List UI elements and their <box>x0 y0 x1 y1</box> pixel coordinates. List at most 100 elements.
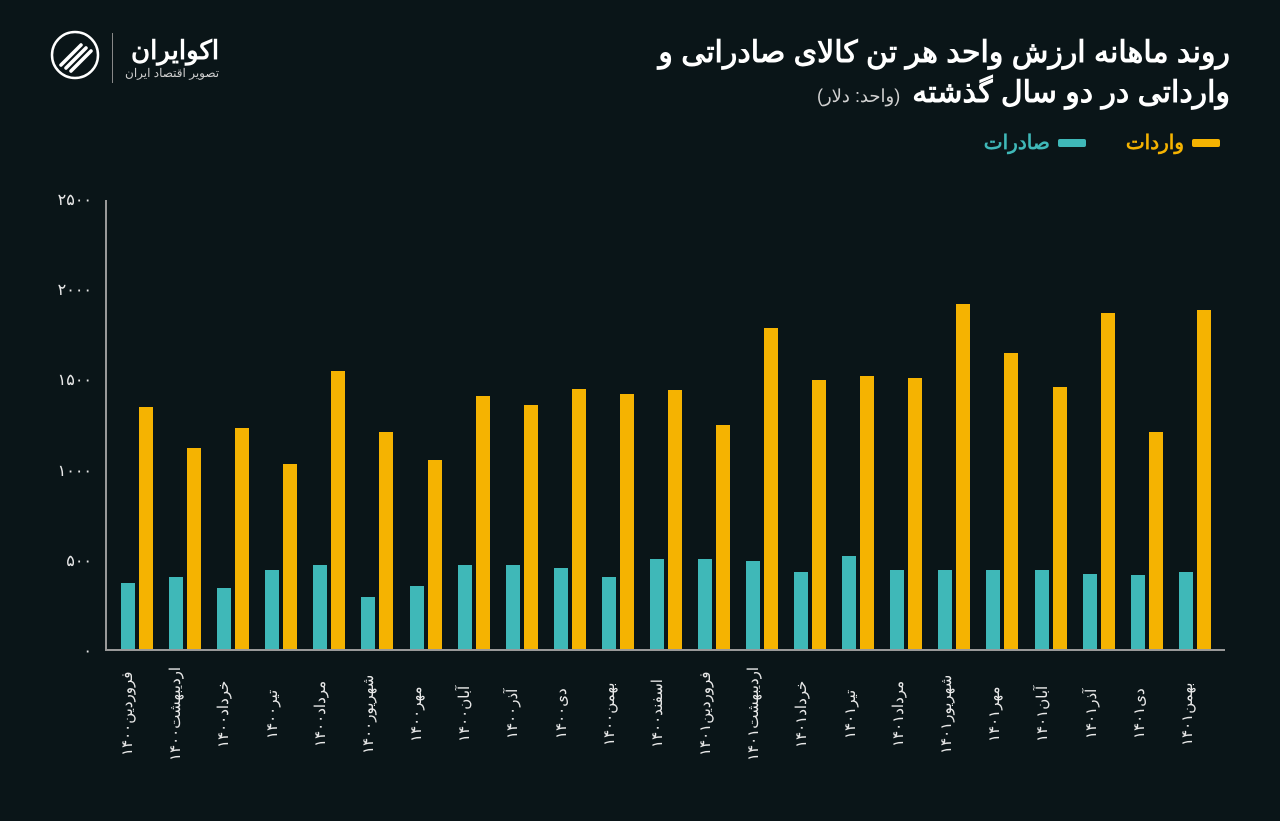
y-tick: ۱۰۰۰ <box>58 461 92 481</box>
bar-group <box>986 200 1018 649</box>
bar-imports <box>908 378 922 649</box>
y-tick: ۲۵۰۰ <box>58 190 92 210</box>
plot-area <box>105 200 1225 651</box>
y-axis: ۰۵۰۰۱۰۰۰۱۵۰۰۲۰۰۰۲۵۰۰ <box>50 200 100 651</box>
bar-group <box>169 200 201 649</box>
bar-imports <box>476 396 490 649</box>
chart: ۰۵۰۰۱۰۰۰۱۵۰۰۲۰۰۰۲۵۰۰ فروردین۱۴۰۰اردیبهشت… <box>50 200 1225 781</box>
x-label: تیر۱۴۰۱ <box>842 653 874 781</box>
x-label: فروردین۱۴۰۰ <box>119 653 151 781</box>
bar-exports <box>890 570 904 649</box>
bar-group <box>746 200 778 649</box>
bar-exports <box>265 570 279 649</box>
bar-exports <box>217 588 231 649</box>
header: روند ماهانه ارزش واحد هر تن کالای صادرات… <box>0 0 1280 110</box>
bar-imports <box>428 460 442 649</box>
x-label: بهمن۱۴۰۱ <box>1179 653 1211 781</box>
brand-sub: تصویر اقتصاد ایران <box>125 66 219 80</box>
bar-exports <box>938 570 952 649</box>
title-block: روند ماهانه ارزش واحد هر تن کالای صادرات… <box>219 30 1230 110</box>
bar-exports <box>554 568 568 649</box>
x-label: بهمن۱۴۰۰ <box>601 653 633 781</box>
y-tick: ۲۰۰۰ <box>58 280 92 300</box>
bar-group <box>410 200 442 649</box>
x-label: اردیبهشت۱۴۰۰ <box>167 653 199 781</box>
legend-swatch-imports <box>1192 139 1220 147</box>
bar-imports <box>1149 432 1163 649</box>
bar-group <box>121 200 153 649</box>
bar-imports <box>572 389 586 649</box>
bar-exports <box>361 597 375 649</box>
bar-imports <box>187 448 201 649</box>
bar-exports <box>1035 570 1049 649</box>
x-label: خرداد۱۴۰۰ <box>215 653 247 781</box>
bar-group <box>361 200 393 649</box>
bar-exports <box>986 570 1000 649</box>
x-label: مرداد۱۴۰۰ <box>312 653 344 781</box>
bar-group <box>1035 200 1067 649</box>
y-tick: ۵۰۰ <box>66 551 92 571</box>
brand-icon <box>50 30 100 85</box>
x-label: آبان۱۴۰۰ <box>456 653 488 781</box>
bar-group <box>1131 200 1163 649</box>
x-label: خرداد۱۴۰۱ <box>793 653 825 781</box>
bar-exports <box>410 586 424 649</box>
bar-group <box>458 200 490 649</box>
legend-swatch-exports <box>1058 139 1086 147</box>
bar-group <box>1083 200 1115 649</box>
brand-logo: اکوایران تصویر اقتصاد ایران <box>50 30 219 85</box>
bar-exports <box>313 565 327 649</box>
bar-group <box>265 200 297 649</box>
legend: واردات صادرات <box>0 110 1280 165</box>
bars-container <box>107 200 1225 649</box>
bar-exports <box>698 559 712 649</box>
bar-imports <box>620 394 634 649</box>
x-label: اردیبهشت۱۴۰۱ <box>745 653 777 781</box>
x-label: تیر۱۴۰۰ <box>264 653 296 781</box>
bar-imports <box>139 407 153 649</box>
x-label: مهر۱۴۰۰ <box>408 653 440 781</box>
bar-imports <box>716 425 730 650</box>
legend-label-exports: صادرات <box>984 130 1050 155</box>
bar-group <box>938 200 970 649</box>
x-label: شهریور۱۴۰۰ <box>360 653 392 781</box>
bar-exports <box>794 572 808 649</box>
bar-exports <box>602 577 616 649</box>
bar-imports <box>1101 313 1115 649</box>
bar-imports <box>331 371 345 649</box>
bar-group <box>313 200 345 649</box>
x-label: شهریور۱۴۰۱ <box>938 653 970 781</box>
bar-group <box>217 200 249 649</box>
legend-label-imports: واردات <box>1126 130 1184 155</box>
brand-name: اکوایران <box>125 35 219 66</box>
bar-group <box>554 200 586 649</box>
bar-exports <box>842 556 856 649</box>
bar-group <box>794 200 826 649</box>
bar-imports <box>1053 387 1067 649</box>
bar-exports <box>506 565 520 649</box>
bar-group <box>842 200 874 649</box>
x-label: اسفند۱۴۰۰ <box>649 653 681 781</box>
y-tick: ۱۵۰۰ <box>58 370 92 390</box>
bar-imports <box>524 405 538 649</box>
legend-exports: صادرات <box>984 130 1086 155</box>
y-tick: ۰ <box>83 641 92 661</box>
x-axis: فروردین۱۴۰۰ اردیبهشت۱۴۰۰ خرداد۱۴۰۰ تیر۱۴۰۰ م… <box>105 653 1225 781</box>
x-label: آبان۱۴۰۱ <box>1034 653 1066 781</box>
x-label: مهر۱۴۰۱ <box>986 653 1018 781</box>
bar-exports <box>1083 574 1097 649</box>
bar-imports <box>379 432 393 649</box>
bar-group <box>698 200 730 649</box>
bar-imports <box>956 304 970 649</box>
bar-imports <box>668 390 682 649</box>
x-label: مرداد۱۴۰۱ <box>890 653 922 781</box>
bar-exports <box>746 561 760 649</box>
bar-group <box>1179 200 1211 649</box>
bar-imports <box>1197 310 1211 649</box>
bar-imports <box>860 376 874 649</box>
bar-exports <box>121 583 135 649</box>
bar-exports <box>650 559 664 649</box>
x-label: دی۱۴۰۱ <box>1131 653 1163 781</box>
title-unit: (واحد: دلار) <box>817 86 900 107</box>
bar-imports <box>283 464 297 649</box>
